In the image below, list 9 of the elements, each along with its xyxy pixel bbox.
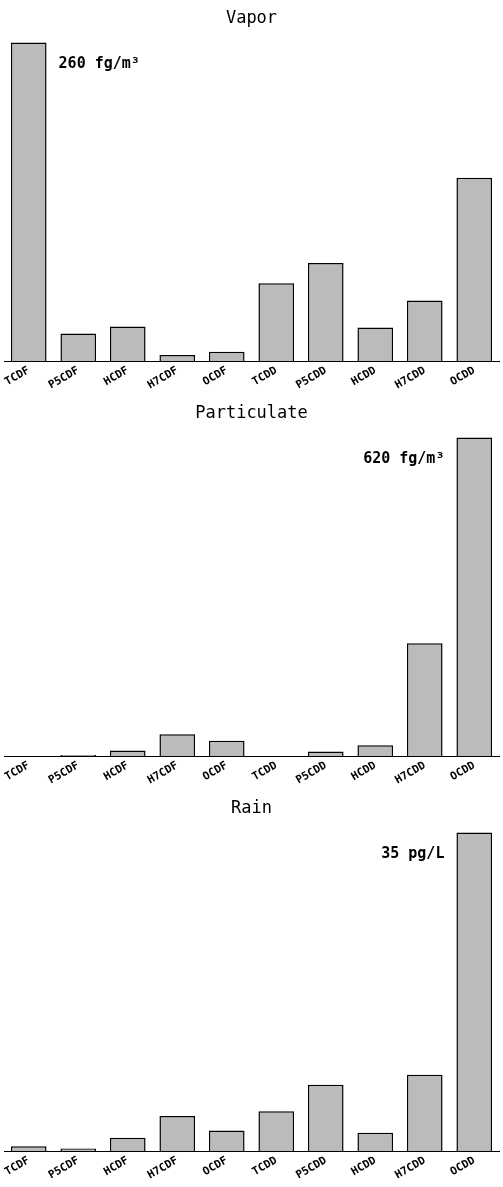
annotation: 620 fg/m³	[363, 448, 445, 467]
chart-title: Vapor	[225, 6, 278, 27]
chart-title: Rain	[231, 796, 272, 817]
x-tick-label: TCDD	[249, 758, 280, 784]
annotation: 260 fg/m³	[58, 53, 140, 72]
x-tick-label: TCDD	[249, 1153, 280, 1179]
chart-title: Particulate	[195, 401, 308, 422]
annotation: 35 pg/L	[381, 843, 445, 862]
x-tick-label: TCDD	[249, 363, 280, 389]
